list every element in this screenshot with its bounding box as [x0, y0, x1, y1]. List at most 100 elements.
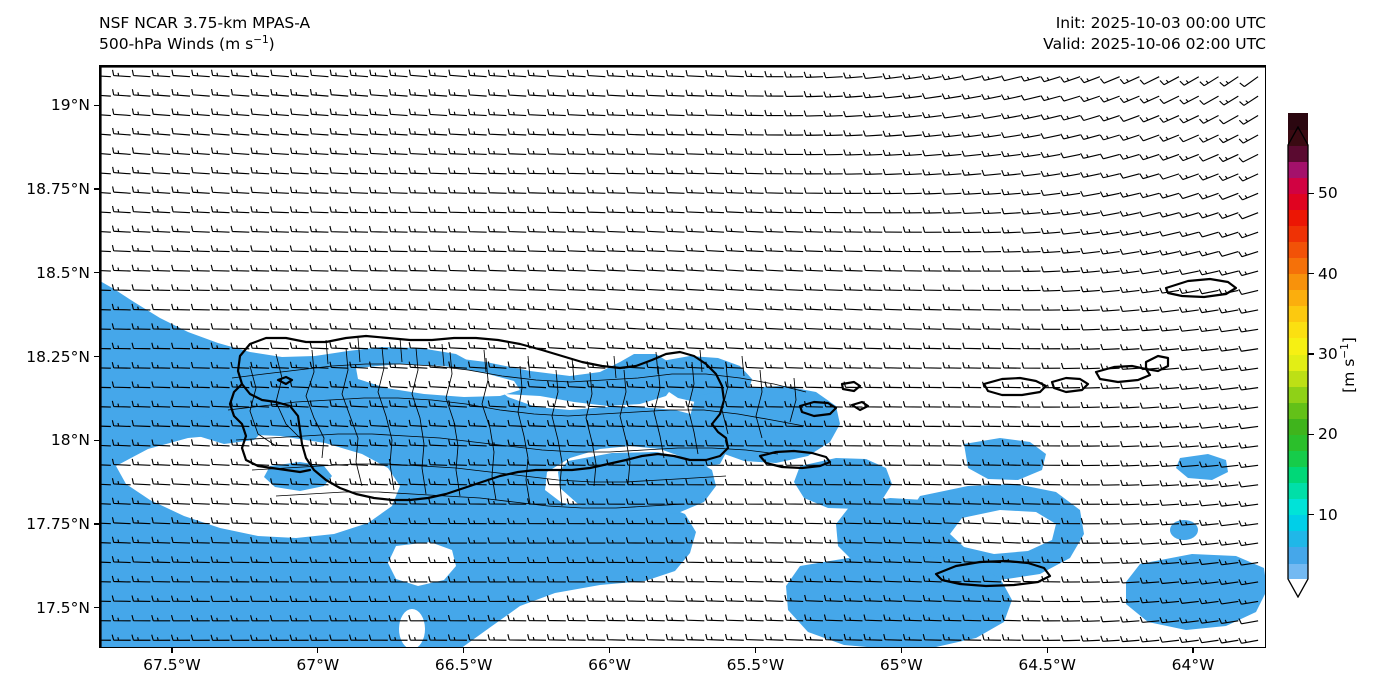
- wind-barb: [467, 634, 487, 641]
- wind-barb: [210, 419, 230, 428]
- wind-barb: [389, 69, 408, 78]
- wind-barb: [784, 90, 804, 98]
- wind-barb: [388, 361, 408, 369]
- colorbar-band: [1288, 257, 1308, 275]
- wind-barb: [961, 207, 982, 214]
- wind-barb: [527, 380, 547, 389]
- wind-barb: [467, 498, 487, 505]
- wind-barb: [151, 595, 171, 602]
- wind-barb: [982, 614, 1001, 622]
- wind-barb: [447, 576, 467, 583]
- wind-barb: [348, 595, 369, 602]
- wind-barb: [388, 186, 408, 194]
- wind-barb: [289, 225, 309, 233]
- wind-barb: [1139, 557, 1160, 565]
- colorbar-band: [1288, 241, 1308, 259]
- wind-barb: [1060, 323, 1081, 331]
- wind-barb: [982, 401, 1001, 408]
- wind-barb: [151, 186, 171, 194]
- colorbar-band: [1288, 466, 1308, 484]
- wind-barb: [230, 127, 250, 136]
- x-tick-mark: [463, 648, 465, 653]
- wind-barb: [408, 458, 428, 466]
- wind-barb: [527, 206, 547, 214]
- wind-barb: [388, 439, 408, 447]
- wind-barb: [1179, 364, 1199, 371]
- wind-barb: [131, 225, 151, 233]
- wind-barb: [1198, 383, 1219, 391]
- wind-barb: [962, 497, 982, 505]
- wind-barb: [823, 91, 843, 98]
- wind-barb: [270, 458, 289, 466]
- wind-barb: [566, 264, 586, 272]
- wind-barb: [665, 575, 685, 583]
- wind-barb: [329, 264, 349, 272]
- wind-barb: [1179, 134, 1199, 143]
- wind-barb: [171, 147, 191, 155]
- wind-barb: [784, 110, 804, 117]
- wind-barb: [250, 245, 270, 253]
- wind-barb: [1021, 381, 1041, 389]
- wind-barb: [428, 614, 448, 622]
- wind-barb: [922, 555, 942, 564]
- wind-barb: [1040, 114, 1061, 121]
- wind-barb: [487, 186, 507, 194]
- wind-barb: [606, 244, 626, 253]
- wind-barb: [151, 147, 171, 155]
- wind-barb: [1139, 636, 1160, 643]
- wind-barb: [784, 322, 804, 330]
- wind-barb: [230, 615, 250, 622]
- wind-barb: [100, 114, 111, 117]
- wind-barb: [902, 73, 922, 80]
- wind-barb: [883, 284, 903, 292]
- wind-barb: [111, 556, 131, 564]
- wind-barb: [626, 69, 645, 78]
- wind-barb: [665, 264, 685, 272]
- wind-barb: [1060, 152, 1081, 159]
- coastline-st-thomas: [982, 376, 1048, 397]
- wind-barb: [823, 594, 843, 602]
- wind-barb: [151, 634, 171, 641]
- wind-barb: [111, 517, 131, 525]
- wind-barb: [744, 400, 764, 408]
- wind-barb: [112, 108, 131, 117]
- wind-barb: [487, 634, 507, 641]
- wind-barb: [388, 342, 408, 350]
- wind-barb: [289, 517, 309, 525]
- wind-barb: [1179, 441, 1199, 448]
- wind-barb: [1041, 498, 1061, 505]
- wind-barb: [586, 614, 606, 622]
- wind-barb: [527, 517, 547, 525]
- wind-barb: [1238, 251, 1259, 258]
- wind-barb: [1159, 499, 1180, 506]
- wind-barb: [1120, 538, 1140, 545]
- colorbar-band: [1288, 225, 1308, 243]
- wind-barb: [448, 206, 467, 214]
- wind-barb: [1021, 478, 1041, 486]
- chart-title-block: NSF NCAR 3.75-km MPAS-A 500-hPa Winds (m…: [99, 13, 310, 55]
- wind-barb: [586, 128, 606, 136]
- wind-barb: [309, 108, 329, 117]
- wind-barb: [764, 206, 784, 214]
- wind-barb: [1159, 115, 1180, 123]
- wind-barb: [1238, 173, 1259, 182]
- wind-barb: [546, 576, 566, 583]
- wind-barb: [1021, 420, 1041, 428]
- wind-barb: [151, 108, 171, 117]
- wind-barb: [210, 575, 230, 583]
- wind-barb: [1060, 615, 1081, 622]
- wind-barb: [1238, 520, 1259, 527]
- colorbar-band: [1288, 337, 1308, 355]
- wind-barb: [368, 615, 388, 622]
- wind-barb: [329, 517, 349, 525]
- wind-barb: [487, 167, 507, 175]
- wind-barb: [171, 186, 191, 194]
- wind-barb: [230, 439, 250, 447]
- wind-barb: [626, 381, 645, 389]
- wind-barb: [764, 148, 784, 155]
- wind-barb: [606, 595, 626, 602]
- contour-patch-offshore-east: [964, 438, 1046, 480]
- wind-barb: [210, 166, 230, 175]
- wind-barb: [111, 342, 131, 350]
- wind-barb: [348, 576, 369, 583]
